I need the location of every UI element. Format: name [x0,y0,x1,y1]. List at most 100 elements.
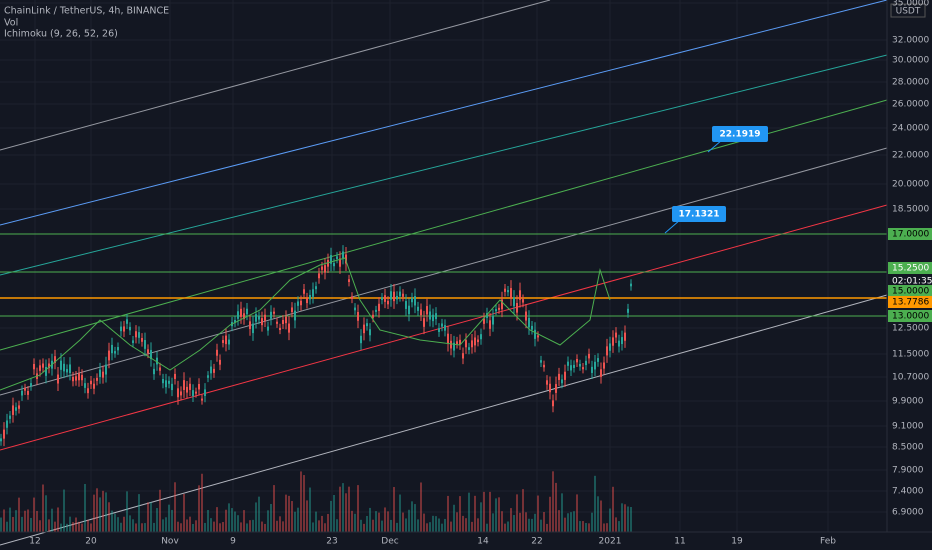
candle-body [33,363,35,370]
candle-body [243,313,245,319]
price-badge [888,285,932,297]
candle-body [360,335,362,344]
candle-body [477,339,479,343]
price-label: 22.0000 [892,151,929,161]
candle-body [171,383,173,391]
candle-body [201,398,203,401]
candle-body [153,368,155,375]
volume-bar [228,503,230,532]
candle-body [543,364,545,368]
candle-body [141,337,143,342]
volume-bar [84,483,86,532]
volume-bar [534,513,536,532]
volume-bar [0,517,2,532]
volume-bar [222,521,224,532]
volume-bar [399,494,401,532]
callout-box [712,126,768,142]
channel-line [0,54,888,276]
candle-body [570,365,572,371]
candle-body [525,311,527,321]
candle-body [582,367,584,370]
candle-body [15,407,17,411]
volume-bar [72,522,74,532]
candle-body [72,376,74,382]
volume-bar [516,494,518,532]
callout-text: 17.1321 [679,210,720,220]
candle-body [348,279,350,283]
candle-body [63,363,65,372]
candle-body [66,369,68,373]
volume-bar [522,489,524,532]
volume-bar [318,520,320,532]
candle-body [27,390,29,395]
candle-body [507,290,509,293]
candle-body [339,258,341,267]
candle-body [276,321,278,324]
candle-body [252,323,254,334]
candle-body [396,295,398,300]
volume-bar [159,489,161,532]
candle-body [531,325,533,330]
candle-body [183,380,185,390]
volume-bar [477,518,479,532]
time-label: 9 [230,537,236,547]
candle-body [363,324,365,334]
candle-body [261,318,263,326]
candle-body [483,318,485,324]
candle-body [357,312,359,321]
volume-bar [204,522,206,532]
candle-body [282,319,284,325]
price-label: 7.4000 [892,487,924,497]
volume-bar [111,510,113,532]
volume-bar [462,515,464,532]
candle-body [516,303,518,313]
candle-body [621,337,623,345]
candle-body [441,323,443,327]
candle-body [54,356,56,363]
volume-bar [252,519,254,532]
candle-body [426,306,428,315]
volume-bar [276,520,278,532]
volume-bar [120,522,122,532]
volume-bar [18,497,20,532]
price-badge-text: 13.7786 [892,298,929,308]
volume-bar [429,522,431,532]
candle-body [0,438,2,442]
volume-bar [333,494,335,532]
time-label: Feb [820,537,836,547]
candle-body [306,298,308,304]
candle-body [129,326,131,331]
volume-bar [129,515,131,532]
volume-bar [555,482,557,532]
volume-bar [609,508,611,532]
price-label: 12.5000 [892,324,929,334]
candle-body [558,373,560,380]
volume-bar [396,522,398,532]
candle-body [504,288,506,292]
volume-bar [420,482,422,532]
volume-bar [168,504,170,532]
candle-body [345,254,347,264]
volume-bar [177,521,179,532]
volume-bar [66,523,68,532]
candle-body [435,313,437,320]
candle-body [222,340,224,343]
volume-bar [165,517,167,532]
candle-body [99,369,101,377]
volume-bar [99,497,101,532]
candle-body [288,323,290,333]
candle-body [420,309,422,316]
candle-body [552,400,554,407]
volume-bar [24,510,26,532]
volume-bar [321,515,323,532]
volume-bar [135,523,137,532]
candle-body [3,429,5,439]
candle-body [603,362,605,369]
volume-bar [501,511,503,532]
candle-body [600,369,602,377]
price-label: 20.0000 [892,180,929,190]
volume-bar [489,491,491,532]
time-label: 19 [731,537,743,547]
volume-bar [369,507,371,532]
volume-bar [156,508,158,532]
